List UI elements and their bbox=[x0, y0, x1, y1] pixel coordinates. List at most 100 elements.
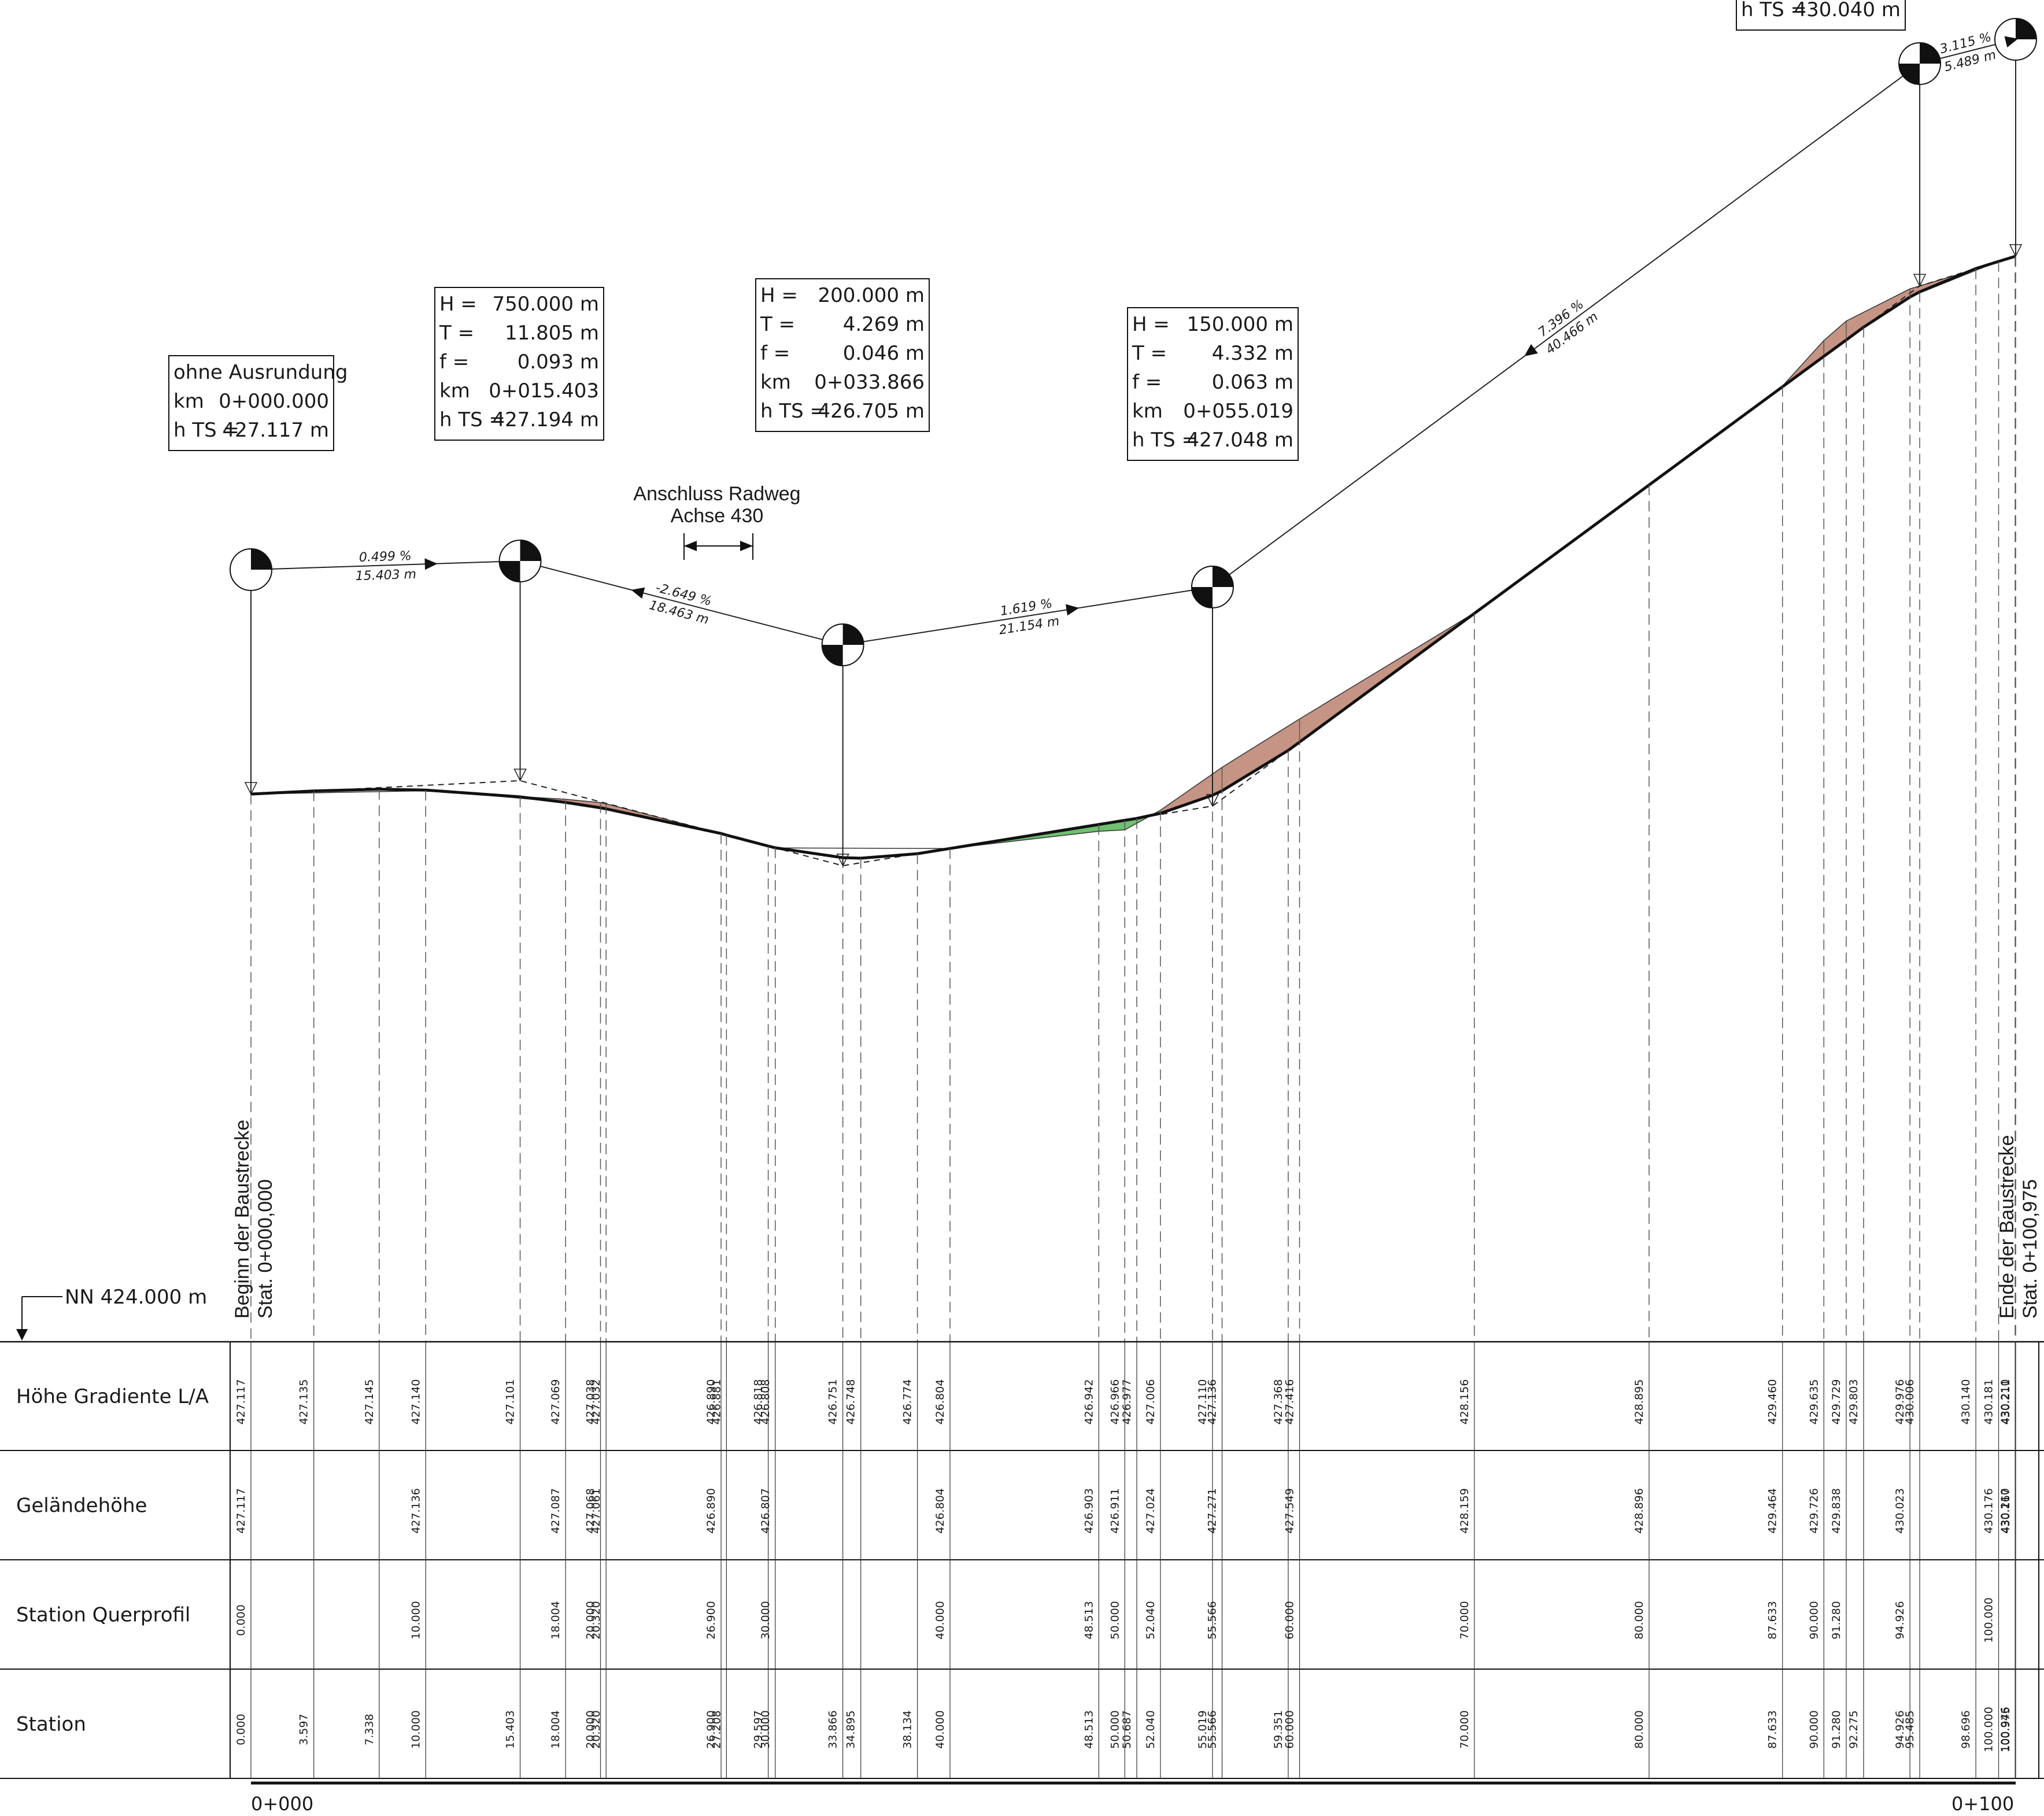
table-cell-value: 427.145 bbox=[363, 1379, 376, 1425]
grade-percent: 0.499 % bbox=[358, 549, 412, 565]
curve-info-box bbox=[1127, 307, 1299, 461]
curve-info-key: h TS = bbox=[173, 419, 239, 442]
table-cell-value: 426.804 bbox=[934, 1379, 947, 1425]
table-cell-value: 427.032 bbox=[590, 1379, 603, 1425]
table-cell-value: 60.000 bbox=[1284, 1710, 1296, 1748]
data-table: Höhe Gradiente L/A Geländehöhe Station Que… bbox=[0, 1341, 2044, 1815]
curve-info-key: T = bbox=[439, 322, 474, 345]
table-cell-value: 26.900 bbox=[705, 1710, 718, 1748]
table-cell-value: 98.696 bbox=[1960, 1710, 1972, 1748]
table-cell-value: 427.368 bbox=[1272, 1379, 1285, 1425]
table-cell-value: 100.946 bbox=[1999, 1707, 2012, 1752]
table-cell-value: 428.895 bbox=[1633, 1379, 1646, 1425]
table-cell-value: 50.687 bbox=[1121, 1710, 1133, 1748]
table-cell-value: 429.726 bbox=[1808, 1488, 1820, 1534]
curve-info-key: f = bbox=[1132, 371, 1162, 394]
end-label-line1: Ende der Baustrecke bbox=[1996, 1135, 2018, 1319]
grade-line bbox=[250, 254, 2016, 860]
table-cell-value: 50.000 bbox=[1108, 1710, 1121, 1748]
arrow-icon bbox=[836, 854, 849, 867]
start-label-line2: Stat. 0+000,000 bbox=[254, 1179, 276, 1319]
grade-annotation: 1.619 %21.154 m bbox=[998, 596, 1080, 638]
table-cell-value: 90.000 bbox=[1808, 1601, 1820, 1639]
arrow-icon bbox=[424, 558, 438, 570]
table-cell-value: 426.890 bbox=[705, 1379, 718, 1425]
arrow-icon bbox=[684, 541, 697, 551]
table-cell-value: 30.000 bbox=[759, 1601, 772, 1639]
curve-info-value: 0.046 m bbox=[843, 342, 925, 365]
table-cell-value: 430.181 bbox=[1983, 1379, 1995, 1425]
table-cell-value: 427.110 bbox=[1196, 1379, 1209, 1425]
table-cell-value: 430.140 bbox=[1960, 1379, 1972, 1425]
table-cell-value: 426.804 bbox=[934, 1488, 947, 1534]
table-cell-value: 430.210 bbox=[1999, 1488, 2012, 1534]
curve-info-key: h TS = bbox=[760, 400, 826, 423]
curve-info-key: T = bbox=[760, 313, 795, 336]
curve-info-value: 427.117 m bbox=[222, 419, 329, 442]
table-cell-value: 429.976 bbox=[1894, 1379, 1906, 1425]
table-cell-value: 91.280 bbox=[1830, 1710, 1843, 1748]
table-cell-value: 427.069 bbox=[549, 1379, 562, 1425]
arrow-icon bbox=[1206, 793, 1219, 807]
arrow-icon bbox=[1065, 604, 1080, 616]
table-cell-value: 59.351 bbox=[1272, 1710, 1285, 1748]
pvi-symbol-icon bbox=[520, 540, 541, 561]
table-cell-value: 34.895 bbox=[845, 1710, 857, 1748]
table-cell-value: 10.000 bbox=[409, 1601, 422, 1639]
curve-info-key: h TS = bbox=[1132, 429, 1198, 452]
table-cell-value: 0.000 bbox=[235, 1604, 247, 1636]
table-cell-value: 80.000 bbox=[1633, 1601, 1646, 1639]
grade-annotation: -2.649 %18.463 m bbox=[631, 581, 713, 628]
station-label-start: 0+000 bbox=[251, 1793, 313, 1815]
table-cell-value: 90.000 bbox=[1808, 1710, 1820, 1748]
table-cell-value: 20.320 bbox=[590, 1710, 603, 1748]
table-cell-value: 427.549 bbox=[1284, 1488, 1296, 1534]
table-cell-value: 38.134 bbox=[901, 1710, 914, 1748]
table-cell-value: 427.087 bbox=[549, 1488, 562, 1534]
table-cell-value: 430.023 bbox=[1894, 1488, 1906, 1534]
table-cell-value: 427.006 bbox=[1144, 1379, 1157, 1425]
table-cell-value: 426.881 bbox=[710, 1379, 723, 1425]
curve-info-box bbox=[1736, 0, 1906, 31]
table-cell-value: 429.635 bbox=[1808, 1379, 1820, 1425]
curve-info-value: 0+033.866 bbox=[814, 371, 925, 394]
connection-note-line2: Achse 430 bbox=[671, 505, 764, 527]
arrow-icon bbox=[513, 769, 527, 782]
grade-length: 15.403 m bbox=[355, 567, 416, 584]
table-cell-value: 429.803 bbox=[1847, 1379, 1860, 1425]
table-cell-value: 427.068 bbox=[585, 1488, 597, 1534]
table-cell-value: 26.900 bbox=[705, 1601, 718, 1639]
pvi-symbol-icon bbox=[1899, 64, 1920, 84]
station-label-100: 0+100 bbox=[1951, 1793, 2014, 1815]
table-cell-value: 92.275 bbox=[1847, 1710, 1860, 1748]
curve-info-value: 4.332 m bbox=[1212, 342, 1293, 365]
curve-info-box bbox=[755, 278, 930, 432]
grade-annotation: 7.396 %40.466 m bbox=[1524, 297, 1601, 357]
table-cell-value: 95.485 bbox=[1903, 1710, 1916, 1748]
pvi-symbol-icon bbox=[1191, 587, 1213, 608]
curve-info-value: 430.040 m bbox=[1794, 0, 1901, 21]
curve-info-value: 0+015.403 bbox=[489, 379, 599, 403]
table-cell-value: 429.729 bbox=[1830, 1379, 1843, 1425]
table-cell-value: 428.159 bbox=[1458, 1488, 1471, 1534]
ground-line bbox=[250, 256, 2016, 849]
pvi-symbol-icon bbox=[499, 561, 520, 582]
table-cell-value: 428.896 bbox=[1633, 1488, 1646, 1534]
table-cell-value: 430.210 bbox=[1999, 1379, 2012, 1425]
table-cell-value: 427.140 bbox=[409, 1379, 422, 1425]
table-cell-value: 15.403 bbox=[504, 1710, 517, 1748]
table-cell-value: 426.942 bbox=[1082, 1379, 1095, 1425]
table-cell-value: 426.966 bbox=[1108, 1379, 1121, 1425]
table-cell-value: 48.513 bbox=[1082, 1710, 1095, 1748]
table-cell-value: 70.000 bbox=[1458, 1601, 1471, 1639]
arrow-icon bbox=[1913, 274, 1927, 287]
pvi-symbol-icon bbox=[842, 624, 864, 645]
curve-info-value: 427.048 m bbox=[1187, 429, 1293, 452]
table-cell-value: 100.000 bbox=[1983, 1707, 1995, 1752]
table-cell-value: 426.774 bbox=[901, 1379, 914, 1425]
curve-info-key: T = bbox=[1132, 342, 1167, 365]
curve-info-value: 0.093 m bbox=[518, 350, 599, 374]
curve-info-key: H = bbox=[760, 284, 798, 307]
curve-info-value: 11.805 m bbox=[505, 322, 599, 345]
